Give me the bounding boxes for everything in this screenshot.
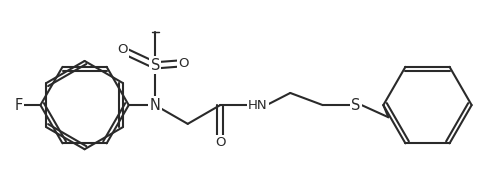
Text: O: O <box>117 43 127 56</box>
Text: S: S <box>150 58 160 73</box>
Text: O: O <box>215 136 225 149</box>
Text: S: S <box>351 98 361 113</box>
Text: N: N <box>150 98 161 113</box>
Text: F: F <box>14 98 23 113</box>
Text: O: O <box>179 57 189 70</box>
Text: HN: HN <box>248 99 268 112</box>
